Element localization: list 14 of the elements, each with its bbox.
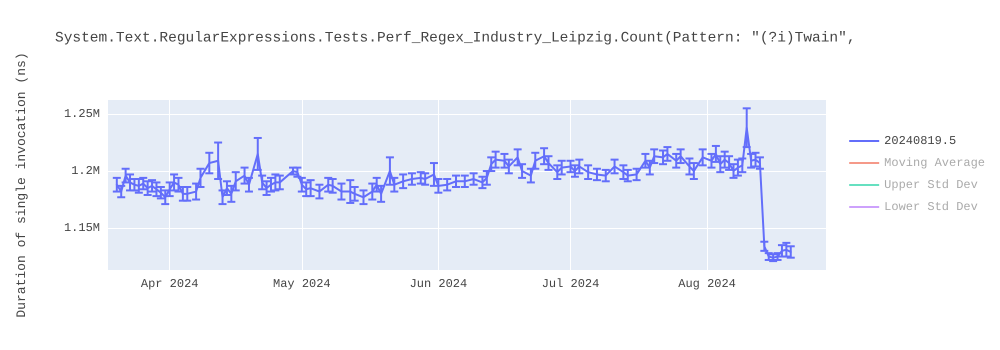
y-tick-label: 1.2M bbox=[71, 164, 100, 178]
x-tick-label: Jul 2024 bbox=[542, 277, 600, 291]
x-tick-label: Jun 2024 bbox=[410, 277, 468, 291]
legend-label: 20240819.5 bbox=[884, 134, 956, 148]
legend-label: Moving Average bbox=[884, 156, 986, 170]
x-tick-label: Aug 2024 bbox=[678, 277, 736, 291]
x-tick-label: Apr 2024 bbox=[140, 277, 198, 291]
y-tick-label: 1.15M bbox=[64, 221, 100, 236]
y-tick-label: 1.25M bbox=[64, 107, 100, 122]
legend-label: Upper Std Dev bbox=[884, 178, 978, 192]
chart-title: System.Text.RegularExpressions.Tests.Perf_Regex_Industry_Leipzig.Count(Pattern: "(?i)Twain", bbox=[55, 30, 856, 46]
legend-label: Lower Std Dev bbox=[884, 200, 978, 214]
x-tick-label: May 2024 bbox=[273, 277, 331, 291]
y-axis-title: Duration of single invocation (ns) bbox=[14, 52, 29, 318]
